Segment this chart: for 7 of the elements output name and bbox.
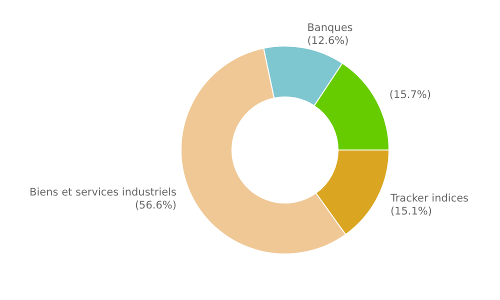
data-label: (12.6%)	[307, 35, 349, 48]
slice-label: Banques	[307, 22, 353, 34]
data-label: (15.1%)	[390, 206, 432, 218]
data-label: (56.6%)	[134, 199, 176, 212]
slice-label: Biens et services industriels	[30, 186, 176, 198]
data-label: (15.7%)	[389, 88, 431, 101]
slice-label: Tracker indices	[389, 192, 469, 205]
